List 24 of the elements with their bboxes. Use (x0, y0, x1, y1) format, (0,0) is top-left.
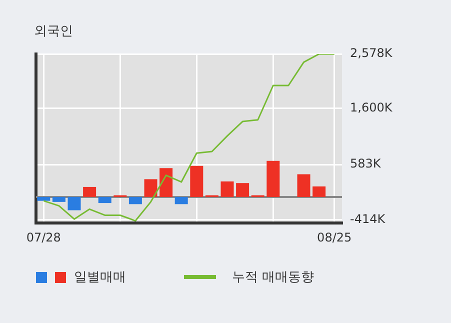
bar (83, 186, 96, 197)
bar (312, 186, 326, 197)
y-tick-label: -414K (350, 212, 386, 226)
bar (266, 160, 280, 197)
bar (174, 196, 188, 204)
bar (297, 174, 310, 197)
legend-label: 일별매매 (74, 269, 126, 286)
bar (52, 196, 66, 202)
y-tick-label: 2,578K (350, 46, 394, 60)
chart-title: 외국인 (34, 23, 73, 40)
bar (144, 179, 158, 197)
bar (37, 196, 50, 201)
x-tick-label: 07/28 (26, 230, 61, 244)
bar (220, 181, 234, 197)
bar (98, 196, 112, 204)
bar (190, 166, 204, 197)
y-tick-label: 583K (350, 156, 382, 171)
y-tick-label: 1,600K (350, 100, 394, 114)
legend-label: 누적 매매동향 (232, 269, 314, 286)
bar (128, 196, 142, 204)
bar (68, 196, 81, 210)
bar (160, 168, 173, 197)
x-tick-label: 08/25 (317, 230, 352, 244)
bar (236, 183, 250, 197)
